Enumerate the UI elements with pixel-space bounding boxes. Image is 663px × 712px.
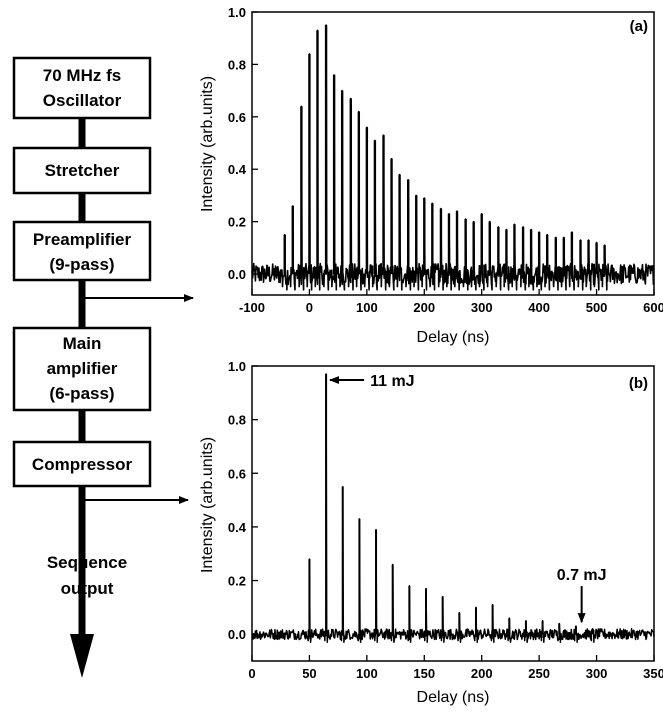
block-main-amplifier-line-3: (6-pass) (49, 384, 114, 403)
chart-a-trace (251, 24, 655, 291)
chart-b-ticks: 0 50 100 150 200 250 300 350 0.0 0.2 0.4 0.6 0.8 1.0 (228, 359, 663, 681)
block-preamplifier-line-2: (9-pass) (49, 255, 114, 274)
x-tick-label: 200 (413, 300, 435, 315)
chart-a-ticks: -100 0 100 200 300 400 500 600 0.0 0.2 0.4 0.6 0.8 1.… (228, 5, 663, 315)
block-oscillator-line-1: 70 MHz fs (43, 66, 121, 85)
block-oscillator-line-2: Oscillator (43, 91, 122, 110)
x-tick-label: 100 (356, 666, 378, 681)
y-tick-label: 0.0 (228, 627, 246, 642)
x-tick-label: 500 (586, 300, 608, 315)
block-main-amplifier-line-2: amplifier (47, 359, 118, 378)
chart-b-ylabel: Intensity (arb.units) (199, 437, 216, 573)
y-tick-label: 1.0 (228, 359, 246, 374)
chart-b-annotations: 11 mJ 0.7 mJ (329, 373, 607, 624)
block-compressor-line-1: Compressor (32, 455, 133, 474)
block-main-amplifier-line-1: Main (63, 334, 102, 353)
block-preamplifier-line-1: Preamplifier (33, 230, 132, 249)
chart-b-panel-label: (b) (629, 375, 648, 392)
output-arrowhead (70, 634, 94, 678)
y-tick-label: 0.2 (228, 574, 246, 589)
x-tick-label: 250 (528, 666, 550, 681)
chart-a-panel-label: (a) (630, 18, 648, 35)
y-tick-label: 0.2 (228, 215, 246, 230)
y-tick-label: 0.4 (228, 162, 247, 177)
block-main-amplifier: Main amplifier (6-pass) (12, 326, 152, 412)
annotation-11mj: 11 mJ (370, 373, 414, 390)
chart-b-xlabel: Delay (ns) (417, 689, 490, 706)
chart-a-frame (251, 11, 655, 296)
block-preamplifier: Preamplifier (9-pass) (12, 220, 152, 282)
x-tick-label: 0 (306, 300, 313, 315)
x-tick-label: 300 (586, 666, 608, 681)
x-tick-label: 0 (248, 666, 255, 681)
chart-a-pulses (283, 25, 606, 275)
y-tick-label: 0.6 (228, 466, 246, 481)
y-tick-label: 0.8 (228, 413, 246, 428)
x-tick-label: 50 (302, 666, 316, 681)
y-tick-label: 0.8 (228, 57, 246, 72)
x-tick-label: 200 (471, 666, 493, 681)
output-label-line-1: Sequence (47, 553, 127, 572)
chart-b-pulses (308, 374, 594, 635)
chart-b-trace (251, 373, 655, 643)
x-tick-label: 300 (471, 300, 493, 315)
x-tick-label: 600 (643, 300, 663, 315)
x-tick-label: 150 (413, 666, 435, 681)
x-tick-label: 400 (528, 300, 550, 315)
block-stretcher: Stretcher (12, 146, 152, 195)
chart-a-xlabel: Delay (ns) (417, 329, 490, 346)
x-tick-label: 350 (643, 666, 663, 681)
block-oscillator: 70 MHz fs Oscillator (12, 56, 152, 120)
block-compressor: Compressor (12, 440, 152, 488)
annotation-0-7mj: 0.7 mJ (557, 567, 607, 584)
x-tick-label: 100 (356, 300, 378, 315)
chart-b-frame (251, 365, 655, 662)
y-tick-label: 1.0 (228, 5, 246, 20)
y-tick-label: 0.0 (228, 267, 246, 282)
output-label-line-2: output (61, 579, 114, 598)
x-tick-label: -100 (239, 300, 265, 315)
y-tick-label: 0.4 (228, 520, 247, 535)
chart-a: -100 0 100 200 300 400 500 600 0.0 0.2 0.4 0.6 0.8 1.… (199, 5, 663, 346)
y-tick-label: 0.6 (228, 110, 246, 125)
chart-a-ylabel: Intensity (arb.units) (199, 76, 216, 212)
block-diagram: 70 MHz fs Oscillator Stretcher Preamplif… (12, 56, 194, 678)
block-stretcher-line-1: Stretcher (45, 161, 120, 180)
chart-b: 0 50 100 150 200 250 300 3500.00.20.40.60.81.0 … (199, 359, 663, 706)
